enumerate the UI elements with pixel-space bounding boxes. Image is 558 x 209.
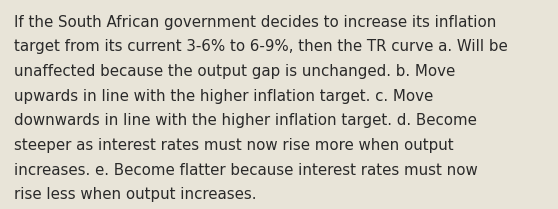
Text: downwards in line with the higher inflation target. d. Become: downwards in line with the higher inflat… — [14, 113, 477, 128]
Text: increases. e. Become flatter because interest rates must now: increases. e. Become flatter because int… — [14, 163, 478, 178]
Text: unaffected because the output gap is unchanged. b. Move: unaffected because the output gap is unc… — [14, 64, 455, 79]
Text: rise less when output increases.: rise less when output increases. — [14, 187, 257, 202]
Text: If the South African government decides to increase its inflation: If the South African government decides … — [14, 15, 496, 30]
Text: target from its current 3-6% to 6-9%, then the TR curve a. Will be: target from its current 3-6% to 6-9%, th… — [14, 39, 508, 54]
Text: steeper as interest rates must now rise more when output: steeper as interest rates must now rise … — [14, 138, 454, 153]
Text: upwards in line with the higher inflation target. c. Move: upwards in line with the higher inflatio… — [14, 89, 433, 104]
